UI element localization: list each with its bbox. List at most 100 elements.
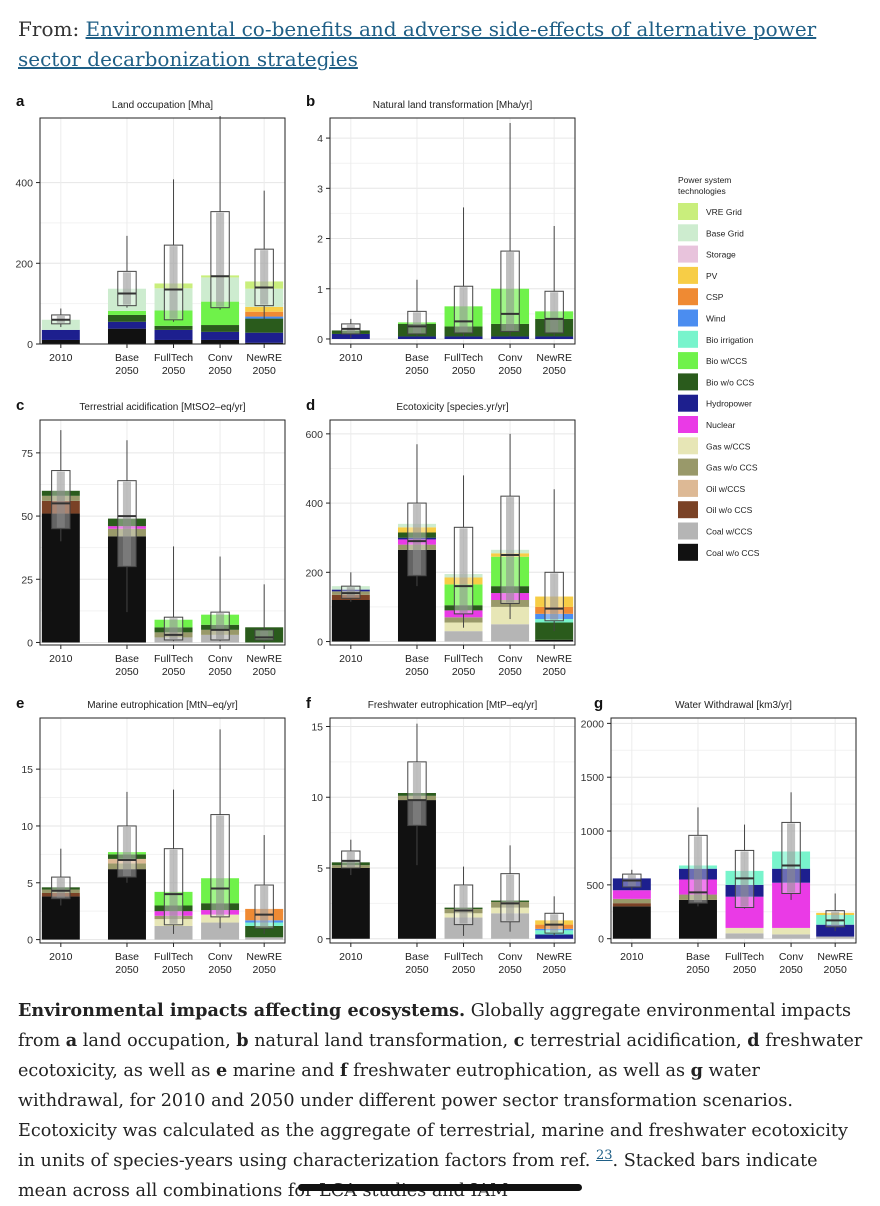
- x-tick-label: 2050: [498, 666, 522, 678]
- box-fill: [506, 252, 515, 331]
- panel-title: Water Withdrawal [km3/yr]: [675, 700, 792, 711]
- caption-letter-a: a: [65, 1030, 78, 1051]
- reference-link[interactable]: 23: [596, 1148, 613, 1164]
- box-fill: [56, 471, 65, 528]
- bar-segment-hydropower: [491, 336, 530, 339]
- box-fill: [122, 826, 132, 877]
- x-tick-label: Base: [405, 352, 429, 364]
- box-fill: [169, 849, 178, 924]
- x-tick-label: 2010: [49, 653, 73, 665]
- box-fill: [550, 914, 559, 933]
- box-fill: [169, 618, 178, 639]
- x-tick-label: 2050: [252, 964, 276, 976]
- panel-letter: d: [306, 397, 315, 414]
- x-tick-label: NewRE: [246, 951, 282, 963]
- bar-segment-bio-irrigation: [535, 930, 574, 935]
- legend-swatch: [678, 288, 698, 306]
- y-tick-label: 5: [27, 878, 33, 890]
- x-tick-label: 2050: [162, 365, 186, 377]
- y-tick-label: 75: [21, 448, 33, 460]
- plot-frame: [39, 117, 286, 345]
- x-tick-label: FullTech: [444, 352, 483, 364]
- caption-letter-f: f: [339, 1060, 348, 1081]
- caption-heading: Environmental impacts affecting ecosyste…: [18, 1000, 466, 1021]
- y-tick-label: 600: [305, 429, 323, 441]
- from-label: From:: [18, 17, 80, 41]
- box-fill: [412, 762, 422, 825]
- legend-swatch: [678, 203, 698, 220]
- x-tick-label: 2050: [542, 666, 566, 678]
- plot-frame: [610, 717, 857, 944]
- y-tick-label: 15: [311, 721, 323, 733]
- y-tick-label: 25: [21, 574, 33, 586]
- x-tick-label: NewRE: [246, 352, 282, 364]
- y-tick-label: 1500: [581, 772, 605, 784]
- box-fill: [550, 573, 559, 620]
- x-tick-label: Base: [115, 653, 139, 665]
- bar-segment-bio-w-o-ccs: [201, 325, 240, 332]
- x-tick-label: Conv: [779, 951, 804, 963]
- bar-segment-bio-w-o-ccs: [154, 325, 193, 330]
- y-tick-label: 0: [598, 934, 604, 946]
- legend-swatch: [678, 458, 698, 476]
- x-tick-label: 2050: [252, 666, 276, 678]
- home-indicator[interactable]: [298, 1184, 582, 1191]
- x-tick-label: 2050: [686, 964, 710, 976]
- x-tick-label: 2050: [405, 964, 429, 976]
- y-tick-label: 2000: [581, 718, 605, 730]
- y-tick-label: 10: [311, 792, 323, 804]
- x-tick-label: 2010: [620, 951, 644, 963]
- bar-segment-hydropower: [154, 329, 193, 340]
- x-tick-label: 2050: [115, 964, 139, 976]
- article-title-link[interactable]: Environmental co-benefits and adverse si…: [18, 17, 817, 71]
- bar-segment-hydropower: [397, 336, 436, 339]
- y-tick-label: 50: [21, 511, 33, 523]
- legend-swatch: [678, 522, 698, 540]
- bar-segment-coal-w-o-ccs: [107, 328, 146, 344]
- y-tick-label: 3: [317, 183, 323, 195]
- x-tick-label: 2010: [339, 352, 363, 364]
- panel-letter: c: [16, 397, 24, 414]
- box-fill: [412, 312, 422, 333]
- caption-text-6: marine and: [227, 1061, 340, 1081]
- legend-swatch: [678, 330, 698, 348]
- y-tick-label: 1: [317, 284, 323, 296]
- y-tick-label: 0: [27, 935, 33, 947]
- plot-frame: [329, 717, 576, 944]
- plot-frame: [329, 419, 576, 646]
- legend-label: PV: [706, 271, 718, 281]
- x-tick-label: Base: [686, 951, 710, 963]
- plot-frame: [39, 419, 286, 646]
- bar-segment-coal-w-o-ccs: [331, 600, 370, 642]
- bar-segment-coal-w-o-ccs: [612, 906, 651, 939]
- y-tick-label: 1000: [581, 826, 605, 838]
- panel-title: Land occupation [Mha]: [112, 100, 213, 111]
- bar-segment-coal-w-ccs: [725, 933, 764, 939]
- y-tick-label: 200: [15, 258, 33, 270]
- legend-label: Storage: [706, 250, 736, 260]
- bar-segment-bio-w-o-ccs: [107, 314, 146, 322]
- bar-segment-oil-w-o-ccs: [612, 903, 651, 907]
- x-tick-label: FullTech: [444, 653, 483, 665]
- y-tick-label: 15: [21, 764, 33, 776]
- x-tick-label: FullTech: [154, 951, 193, 963]
- x-tick-label: FullTech: [154, 352, 193, 364]
- x-tick-label: 2050: [162, 964, 186, 976]
- panel-title: Freshwater eutrophication [MtP–eq/yr]: [368, 700, 538, 711]
- box-fill: [506, 874, 515, 921]
- x-tick-label: NewRE: [536, 653, 572, 665]
- panel-letter: a: [16, 93, 25, 110]
- bar-segment-gas-w-o-ccs: [612, 898, 651, 904]
- x-tick-label: 2010: [49, 951, 73, 963]
- bar-segment-coal-w-o-ccs: [41, 339, 80, 344]
- legend-swatch: [678, 266, 698, 284]
- legend-label: Wind: [706, 314, 726, 324]
- panel-letter: f: [306, 695, 312, 712]
- source-line: From: Environmental co-benefits and adve…: [18, 14, 868, 74]
- box-fill: [412, 504, 422, 575]
- legend-label: Hydropower: [706, 399, 752, 409]
- legend-label: Base Grid: [706, 228, 744, 238]
